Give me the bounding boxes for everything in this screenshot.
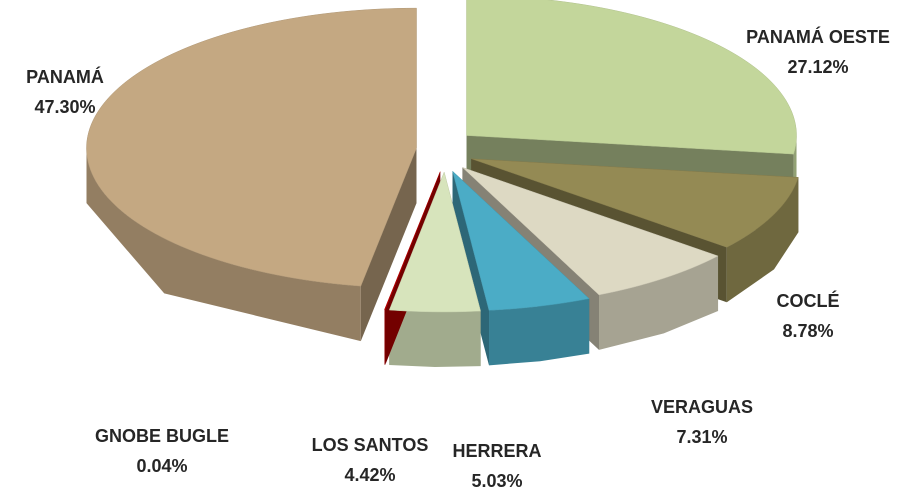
slice-label: VERAGUAS <box>651 397 753 417</box>
slice <box>462 167 719 296</box>
slice-value: 0.04% <box>136 456 187 476</box>
slice-value: 5.03% <box>471 471 522 491</box>
slice-value: 4.42% <box>344 465 395 485</box>
slice-label: PANAMÁ OESTE <box>746 26 890 47</box>
slice-label: HERRERA <box>452 441 541 461</box>
slice-side <box>384 309 386 365</box>
slice-side <box>86 148 361 342</box>
slice-side <box>726 177 799 303</box>
slice-value: 27.12% <box>787 57 848 77</box>
slice-wall <box>360 148 417 342</box>
slice-value: 8.78% <box>782 321 833 341</box>
slice-value: 7.31% <box>676 427 727 447</box>
slice-label: PANAMÁ <box>26 66 104 87</box>
slice-side <box>489 298 590 366</box>
slice-side <box>389 310 481 367</box>
slice-label: LOS SANTOS <box>312 435 429 455</box>
slice-value: 47.30% <box>34 97 95 117</box>
slice-label: GNOBE BUGLE <box>95 426 229 446</box>
slice <box>452 170 590 311</box>
slice <box>471 158 799 248</box>
slice <box>86 7 417 287</box>
slice <box>384 171 441 311</box>
slice <box>388 171 481 313</box>
slice-side <box>599 255 719 350</box>
slice-label: COCLÉ <box>777 290 840 311</box>
slice <box>466 0 797 155</box>
